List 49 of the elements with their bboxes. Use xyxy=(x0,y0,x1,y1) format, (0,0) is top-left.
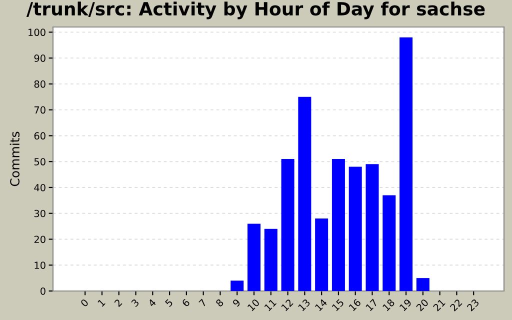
x-tick-label: 19 xyxy=(399,298,412,312)
x-tick-label: 8 xyxy=(215,298,224,308)
x-tick-label: 9 xyxy=(232,298,241,308)
x-tick-label: 4 xyxy=(148,298,156,308)
y-axis-title: Commits xyxy=(10,132,20,186)
x-tick-label: 18 xyxy=(382,298,396,312)
x-tick-label: 14 xyxy=(314,298,328,312)
bar xyxy=(230,280,244,291)
x-tick-label: 7 xyxy=(198,298,207,307)
bar xyxy=(400,37,413,291)
bar xyxy=(416,278,430,291)
x-tick-label: 2 xyxy=(114,298,122,308)
y-tick-label: 70 xyxy=(34,106,46,114)
bar xyxy=(348,166,362,291)
y-tick-label: 80 xyxy=(34,80,46,88)
y-tick-label: 50 xyxy=(34,158,46,166)
x-tick-label: 16 xyxy=(348,298,362,312)
bar xyxy=(315,218,328,291)
chart-title: /trunk/src: Activity by Hour of Day for sachse xyxy=(26,2,485,20)
x-tick-label: 12 xyxy=(280,298,294,312)
x-tick-label: 21 xyxy=(432,298,446,312)
x-tick-label: 6 xyxy=(182,298,190,308)
x-tick-label: 5 xyxy=(164,298,174,308)
x-tick-label: 22 xyxy=(450,298,462,312)
y-tick-label: 60 xyxy=(34,132,46,140)
x-tick-label: 10 xyxy=(247,298,260,312)
bar xyxy=(382,195,396,291)
y-tick-label: 20 xyxy=(34,236,46,244)
bar xyxy=(366,164,379,291)
x-tick-label: 23 xyxy=(466,298,480,312)
bar xyxy=(332,159,345,291)
x-tick-label: 20 xyxy=(416,298,429,312)
x-tick-label: 11 xyxy=(264,298,277,312)
x-tick-label: 15 xyxy=(332,298,344,312)
bar xyxy=(281,159,294,291)
y-tick-label: 100 xyxy=(28,28,46,36)
bar xyxy=(248,224,261,291)
x-tick-label: 3 xyxy=(130,298,140,308)
x-tick-label: 1 xyxy=(97,298,106,307)
bar xyxy=(264,228,278,291)
x-tick-label: 17 xyxy=(366,298,378,312)
y-tick-label: 0 xyxy=(40,287,46,295)
x-tick-label: 13 xyxy=(298,298,310,312)
x-tick-label: 0 xyxy=(80,298,89,308)
y-tick-label: 30 xyxy=(34,210,46,218)
y-tick-label: 10 xyxy=(34,262,46,269)
y-tick-label: 40 xyxy=(34,184,46,192)
bar xyxy=(298,96,312,291)
y-tick-label: 90 xyxy=(34,54,46,62)
